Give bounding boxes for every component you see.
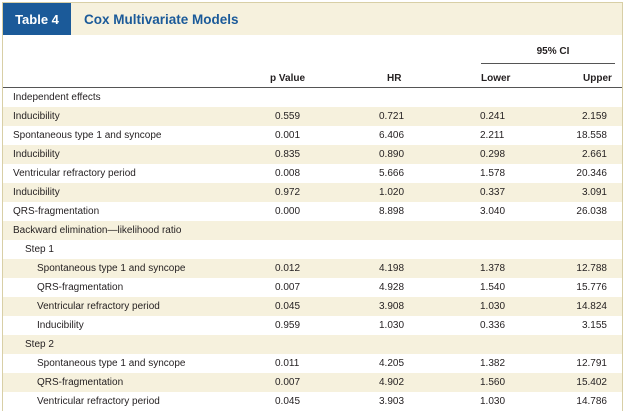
- row-label: Ventricular refractory period: [37, 396, 160, 407]
- cell-hr: 3.903: [379, 396, 405, 407]
- cell-ci-upper: 3.091: [581, 187, 607, 198]
- cell-ci-lower: 1.030: [480, 301, 506, 312]
- cell-hr: 0.890: [379, 149, 405, 160]
- col-header-hr: HR: [387, 73, 402, 84]
- row-label: QRS-fragmentation: [37, 377, 124, 388]
- cell-hr: 1.030: [379, 320, 405, 331]
- cell-p-value: 0.001: [275, 130, 301, 141]
- table-title: Cox Multivariate Models: [84, 11, 239, 27]
- col-header-lower: Lower: [481, 73, 511, 84]
- table-row: Backward elimination—likelihood ratio: [3, 221, 622, 240]
- cell-p-value: 0.012: [275, 263, 301, 274]
- row-label: Independent effects: [13, 92, 101, 103]
- table-number-tag: Table 4: [3, 3, 71, 35]
- table-row: Inducibility 0.835 0.890 0.298 2.661: [3, 145, 622, 164]
- ci-group-label: 95% CI: [536, 46, 570, 57]
- cell-p-value: 0.045: [275, 301, 301, 312]
- cell-p-value: 0.972: [275, 187, 301, 198]
- cell-ci-lower: 1.540: [480, 282, 506, 293]
- row-label: Inducibility: [37, 320, 84, 331]
- col-header-upper: Upper: [583, 73, 612, 84]
- cell-ci-lower: 0.336: [480, 320, 506, 331]
- row-label: QRS-fragmentation: [13, 206, 100, 217]
- cell-p-value: 0.045: [275, 396, 301, 407]
- cell-p-value: 0.000: [275, 206, 301, 217]
- cell-p-value: 0.011: [275, 358, 300, 369]
- row-label: QRS-fragmentation: [37, 282, 124, 293]
- cell-ci-lower: 2.211: [480, 130, 505, 141]
- table-row: QRS-fragmentation 0.007 4.902 1.560 15.402: [3, 373, 622, 392]
- cell-ci-lower: 1.382: [480, 358, 506, 369]
- cell-ci-upper: 2.661: [581, 149, 607, 160]
- table-row: QRS-fragmentation 0.000 8.898 3.040 26.038: [3, 202, 622, 221]
- cell-ci-upper: 14.824: [576, 301, 607, 312]
- column-header-band: [3, 35, 622, 89]
- cell-ci-lower: 1.378: [480, 263, 506, 274]
- table-row: Inducibility 0.559 0.721 0.241 2.159: [3, 107, 622, 126]
- row-label: Inducibility: [13, 149, 60, 160]
- row-label: Step 1: [25, 244, 54, 255]
- cell-ci-lower: 3.040: [480, 206, 506, 217]
- table-row: Ventricular refractory period 0.008 5.666 1…: [3, 164, 622, 183]
- cell-ci-lower: 0.298: [480, 149, 506, 160]
- table-frame: Table 4 Cox Multivariate Models 95% CI p…: [2, 2, 623, 411]
- row-label: Inducibility: [13, 187, 60, 198]
- cell-ci-lower: 0.241: [480, 111, 506, 122]
- cell-ci-upper: 15.776: [576, 282, 607, 293]
- ci-group-rule: [481, 63, 615, 64]
- cell-ci-lower: 0.337: [480, 187, 506, 198]
- row-label: Ventricular refractory period: [13, 168, 136, 179]
- cell-p-value: 0.007: [275, 282, 301, 293]
- row-label: Spontaneous type 1 and syncope: [37, 358, 186, 369]
- table-row: Spontaneous type 1 and syncope 0.011 4.205…: [3, 354, 622, 373]
- cell-p-value: 0.835: [275, 149, 301, 160]
- row-label: Step 2: [25, 339, 54, 350]
- row-label: Inducibility: [13, 111, 60, 122]
- cell-p-value: 0.559: [275, 111, 301, 122]
- table-row: Step 1: [3, 240, 622, 259]
- cell-ci-upper: 3.155: [581, 320, 607, 331]
- cell-ci-upper: 18.558: [576, 130, 607, 141]
- cell-ci-lower: 1.030: [480, 396, 506, 407]
- cell-ci-upper: 12.791: [576, 358, 607, 369]
- table-row: Spontaneous type 1 and syncope 0.012 4.198…: [3, 259, 622, 278]
- table-row: Inducibility 0.959 1.030 0.336 3.155: [3, 316, 622, 335]
- table-row: Independent effects: [3, 88, 622, 107]
- row-label: Backward elimination—likelihood ratio: [13, 225, 182, 236]
- cell-hr: 4.902: [379, 377, 405, 388]
- cell-ci-lower: 1.578: [480, 168, 506, 179]
- cell-hr: 8.898: [379, 206, 405, 217]
- cell-hr: 4.928: [379, 282, 405, 293]
- row-label: Spontaneous type 1 and syncope: [37, 263, 186, 274]
- table-body: Independent effects Inducibility 0.559 0.72…: [3, 88, 622, 411]
- cell-p-value: 0.008: [275, 168, 301, 179]
- cell-ci-upper: 20.346: [576, 168, 607, 179]
- cell-ci-upper: 2.159: [581, 111, 607, 122]
- table-row: QRS-fragmentation 0.007 4.928 1.540 15.776: [3, 278, 622, 297]
- cell-p-value: 0.007: [275, 377, 301, 388]
- cell-ci-upper: 12.788: [576, 263, 607, 274]
- table-row: Ventricular refractory period 0.045 3.908 1…: [3, 297, 622, 316]
- cell-hr: 0.721: [379, 111, 405, 122]
- cell-ci-lower: 1.560: [480, 377, 506, 388]
- row-label: Spontaneous type 1 and syncope: [13, 130, 162, 141]
- row-label: Ventricular refractory period: [37, 301, 160, 312]
- cell-ci-upper: 26.038: [576, 206, 607, 217]
- col-header-p-value: p Value: [270, 73, 306, 84]
- table-row: Ventricular refractory period 0.045 3.903 1…: [3, 392, 622, 411]
- cell-hr: 4.198: [379, 263, 405, 274]
- cell-hr: 6.406: [379, 130, 405, 141]
- cell-p-value: 0.959: [275, 320, 301, 331]
- cell-ci-upper: 15.402: [576, 377, 607, 388]
- table-header: Table 4 Cox Multivariate Models: [3, 3, 622, 35]
- table-row: Step 2: [3, 335, 622, 354]
- table-row: Spontaneous type 1 and syncope 0.001 6.406…: [3, 126, 622, 145]
- cell-hr: 5.666: [379, 168, 405, 179]
- header-rule: [3, 87, 622, 88]
- cell-hr: 1.020: [379, 187, 405, 198]
- cell-hr: 3.908: [379, 301, 405, 312]
- cell-hr: 4.205: [379, 358, 405, 369]
- cell-ci-upper: 14.786: [576, 396, 607, 407]
- table-row: Inducibility 0.972 1.020 0.337 3.091: [3, 183, 622, 202]
